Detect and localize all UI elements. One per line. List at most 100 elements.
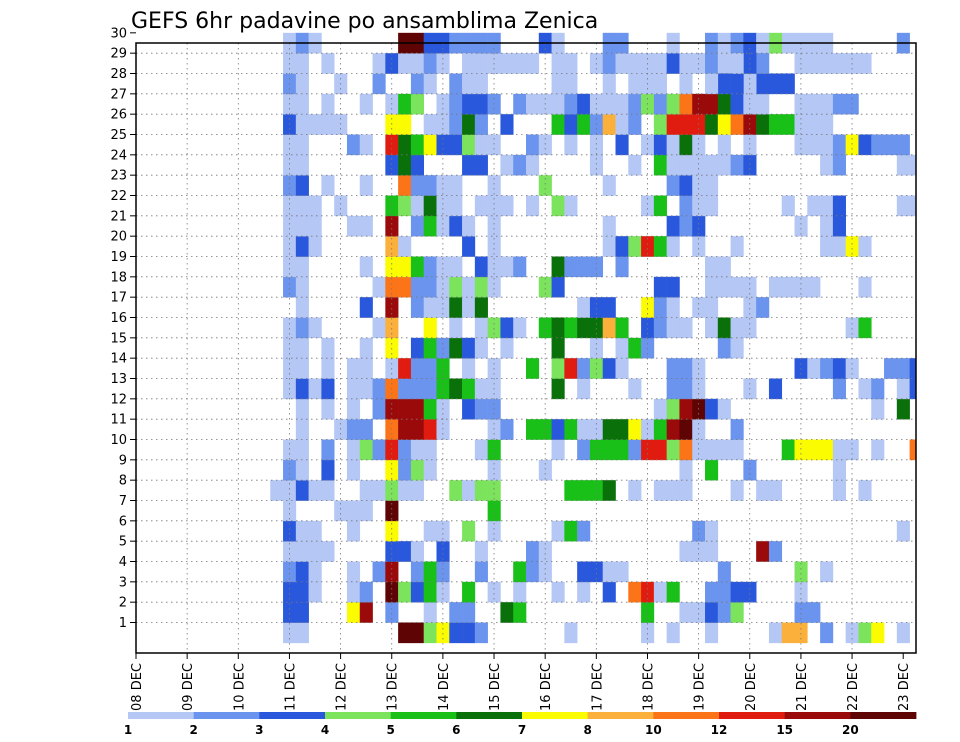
- heatmap-cell: [807, 93, 821, 115]
- legend-label: 12: [711, 723, 728, 737]
- heatmap-cell: [589, 439, 604, 461]
- heatmap-cell: [538, 459, 552, 481]
- heatmap-cell: [641, 134, 655, 156]
- heatmap-cell: [359, 215, 373, 237]
- x-tick-label: 10 DEC: [232, 663, 247, 711]
- heatmap-cell: [692, 175, 706, 196]
- heatmap-cell: [653, 419, 667, 440]
- heatmap-cell: [832, 378, 846, 400]
- heatmap-cell: [705, 195, 719, 217]
- heatmap-cell: [832, 215, 846, 237]
- heatmap-cell: [602, 114, 616, 135]
- heatmap-cell: [679, 378, 693, 400]
- heatmap-cell: [321, 378, 335, 400]
- heatmap-cell: [500, 337, 514, 359]
- heatmap-cell: [679, 419, 693, 440]
- x-tick-label: 21 DEC: [795, 663, 810, 711]
- heatmap-cell: [538, 541, 552, 562]
- heatmap-cell: [577, 114, 591, 135]
- heatmap-cell: [909, 439, 917, 461]
- heatmap-cell: [462, 276, 476, 298]
- heatmap-cell: [820, 358, 834, 379]
- heatmap-cell: [768, 73, 783, 95]
- heatmap-cell: [653, 73, 667, 95]
- heatmap-cell: [679, 602, 693, 623]
- heatmap-cell: [283, 500, 297, 522]
- heatmap-cell: [410, 297, 425, 318]
- heatmap-cell: [423, 581, 437, 603]
- legend-label: 1: [124, 723, 132, 737]
- x-tick-label: 17 DEC: [590, 663, 605, 711]
- heatmap-cell: [615, 561, 629, 583]
- heatmap-cell: [589, 154, 604, 176]
- heatmap-cell: [730, 114, 744, 135]
- heatmap-cell: [398, 459, 412, 481]
- chart-title: GEFS 6hr padavine po ansamblima Zenica: [131, 9, 598, 34]
- heatmap-cell: [909, 378, 917, 400]
- heatmap-cell: [372, 73, 386, 95]
- heatmap-cell: [666, 276, 680, 298]
- heatmap-cell: [628, 378, 642, 400]
- heatmap-cell: [423, 215, 437, 237]
- heatmap-cell: [666, 134, 680, 156]
- heatmap-cell: [577, 297, 591, 318]
- heatmap-cell: [679, 114, 693, 135]
- heatmap-cell: [564, 53, 578, 74]
- x-tick-label: 15 DEC: [488, 663, 503, 711]
- heatmap-cell: [385, 134, 399, 156]
- heatmap-cell: [896, 378, 910, 400]
- heatmap-cell: [781, 622, 795, 644]
- heatmap-cell: [449, 114, 463, 135]
- heatmap-cell: [807, 439, 821, 461]
- heatmap-cell: [717, 439, 731, 461]
- heatmap-cell: [372, 561, 386, 583]
- heatmap-cell: [884, 134, 898, 156]
- heatmap-cell: [705, 73, 719, 95]
- x-tick-label: 11 DEC: [283, 663, 298, 711]
- heatmap-cell: [871, 622, 885, 644]
- heatmap-cell: [385, 581, 399, 603]
- heatmap-cell: [295, 337, 309, 359]
- heatmap-cell: [705, 459, 719, 481]
- heatmap-cell: [602, 175, 616, 196]
- heatmap-cell: [705, 541, 719, 562]
- heatmap-cell: [717, 561, 731, 583]
- heatmap-cell: [283, 236, 297, 257]
- heatmap-cell: [462, 581, 476, 603]
- heatmap-cell: [462, 480, 476, 501]
- heatmap-cell: [474, 114, 488, 135]
- heatmap-cell: [602, 561, 616, 583]
- y-tick-label: 4: [119, 555, 127, 570]
- heatmap-cell: [398, 622, 412, 644]
- heatmap-cell: [666, 419, 680, 440]
- heatmap-cell: [653, 93, 667, 115]
- heatmap-cell: [666, 398, 680, 420]
- heatmap-cell: [321, 541, 335, 562]
- legend-swatch: [390, 712, 457, 719]
- heatmap-cell: [295, 134, 309, 156]
- heatmap-cell: [551, 581, 565, 603]
- heatmap-cell: [385, 317, 399, 339]
- heatmap-cell: [845, 134, 859, 156]
- heatmap-cell: [602, 439, 616, 461]
- heatmap-cell: [321, 114, 335, 135]
- heatmap-cell: [551, 378, 565, 400]
- heatmap-cell: [423, 73, 437, 95]
- y-tick-label: 27: [110, 87, 127, 102]
- heatmap-cell: [653, 297, 667, 318]
- heatmap-cell: [730, 154, 744, 176]
- heatmap-cell: [909, 358, 917, 379]
- heatmap-cell: [794, 439, 808, 461]
- heatmap-cell: [820, 439, 834, 461]
- heatmap-cell: [781, 439, 795, 461]
- heatmap-cell: [526, 358, 540, 379]
- heatmap-cell: [628, 53, 642, 74]
- heatmap-cell: [462, 378, 476, 400]
- heatmap-cell: [666, 581, 680, 603]
- heatmap-cell: [398, 378, 412, 400]
- heatmap-cell: [487, 520, 501, 542]
- heatmap-cell: [410, 276, 425, 298]
- heatmap-cell: [474, 398, 488, 420]
- heatmap-cell: [462, 73, 476, 95]
- heatmap-cell: [295, 561, 309, 583]
